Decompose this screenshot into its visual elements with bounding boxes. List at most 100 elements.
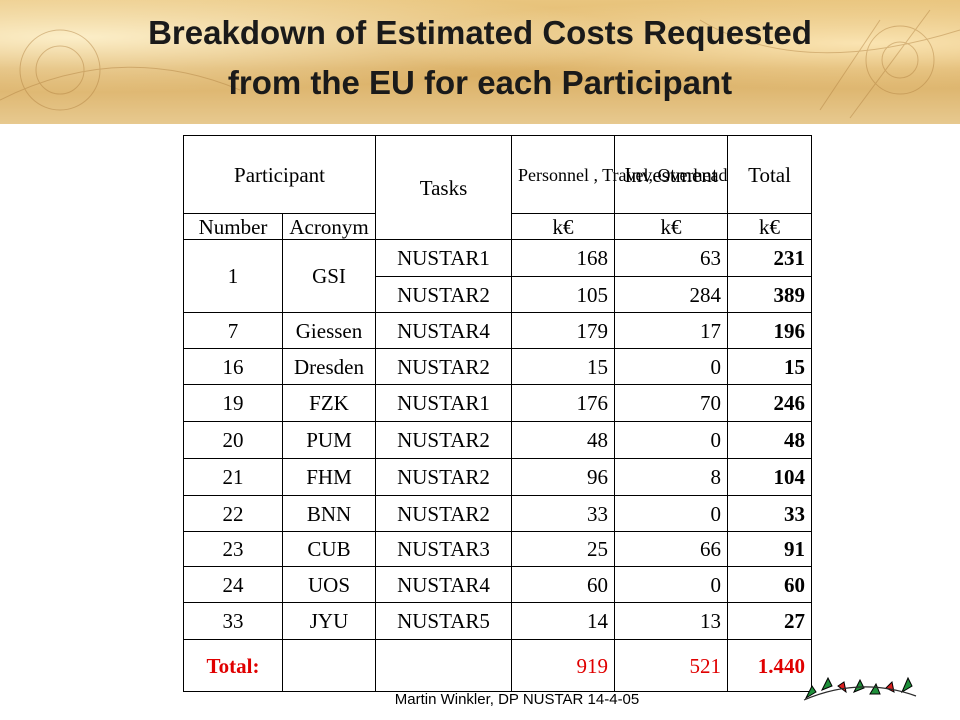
cost-table: Participant Tasks Personnel , Travel, Ov… [182, 135, 813, 692]
cell-total: 389 [727, 276, 813, 313]
cell-total: 33 [727, 495, 813, 532]
totals-empty-acronym [281, 639, 377, 692]
header-number: Number [183, 213, 283, 240]
cell-acronym: CUB [281, 531, 377, 567]
cell-number: 33 [183, 602, 283, 640]
cell-total: 15 [727, 348, 813, 385]
cell-investment: 284 [614, 276, 729, 313]
table-row: 1 GSI NUSTAR1 168 63 231 [183, 239, 813, 313]
header-acronym: Acronym [281, 213, 377, 240]
cell-task: NUSTAR5 [375, 602, 513, 640]
banner-decoration-icon [0, 9, 960, 119]
table-row: 20 PUM NUSTAR2 48 0 48 [183, 421, 813, 459]
cell-investment: 13 [614, 602, 729, 640]
cell-task: NUSTAR4 [375, 566, 513, 603]
totals-personnel: 919 [511, 639, 616, 692]
table-row: 24 UOS NUSTAR4 60 0 60 [183, 566, 813, 603]
cell-personnel: 168 [511, 239, 616, 277]
header-investment: Investment [614, 135, 729, 214]
cell-number: 24 [183, 566, 283, 603]
cell-task: NUSTAR4 [375, 312, 513, 349]
cell-personnel: 179 [511, 312, 616, 349]
totals-row: Total: 919 521 1.440 [183, 639, 813, 692]
cell-investment: 66 [614, 531, 729, 567]
cell-acronym: PUM [281, 421, 377, 459]
cell-personnel: 14 [511, 602, 616, 640]
cell-investment: 0 [614, 421, 729, 459]
footer-credit: Martin Winkler, DP NUSTAR 14-4-05 [394, 691, 640, 708]
table-row: 33 JYU NUSTAR5 14 13 27 [183, 602, 813, 640]
cell-personnel: 48 [511, 421, 616, 459]
cell-total: 246 [727, 384, 813, 422]
cell-total: 48 [727, 421, 813, 459]
cell-number: 22 [183, 495, 283, 532]
table-row: 21 FHM NUSTAR2 96 8 104 [183, 458, 813, 496]
cell-total: 60 [727, 566, 813, 603]
title-line-1: Breakdown of Estimated Costs Requested [148, 14, 812, 51]
subheader-row: Number Acronym k€ k€ k€ [183, 213, 813, 240]
cell-acronym: JYU [281, 602, 377, 640]
title-banner: Breakdown of Estimated Costs Requested f… [0, 0, 960, 124]
cell-task: NUSTAR2 [375, 495, 513, 532]
unit-personnel: k€ [511, 213, 616, 240]
cell-investment: 70 [614, 384, 729, 422]
cell-total: 27 [727, 602, 813, 640]
cell-total: 196 [727, 312, 813, 349]
cell-acronym: FZK [281, 384, 377, 422]
cell-number: 21 [183, 458, 283, 496]
cell-number: 19 [183, 384, 283, 422]
cell-acronym: Dresden [281, 348, 377, 385]
cell-personnel: 105 [511, 276, 616, 313]
header-total: Total [727, 135, 813, 214]
cell-personnel: 25 [511, 531, 616, 567]
cell-number: 23 [183, 531, 283, 567]
table-row: 7 Giessen NUSTAR4 179 17 196 [183, 312, 813, 349]
cell-personnel: 15 [511, 348, 616, 385]
cell-investment: 0 [614, 495, 729, 532]
cell-investment: 63 [614, 239, 729, 277]
cell-investment: 8 [614, 458, 729, 496]
cell-total: 91 [727, 531, 813, 567]
cell-investment: 0 [614, 566, 729, 603]
header-personnel: Personnel , Travel, Overhead [511, 135, 727, 214]
cell-task: NUSTAR2 [375, 276, 513, 313]
cell-task: NUSTAR2 [375, 348, 513, 385]
cell-personnel: 96 [511, 458, 616, 496]
cell-acronym: GSI [281, 239, 377, 313]
totals-investment: 521 [614, 639, 729, 692]
cell-total: 231 [727, 239, 813, 277]
cell-task: NUSTAR2 [375, 421, 513, 459]
cell-number: 7 [183, 312, 283, 349]
cell-acronym: BNN [281, 495, 377, 532]
table-row: 16 Dresden NUSTAR2 15 0 15 [183, 348, 813, 385]
table-row: NUSTAR2 105 284 389 [184, 276, 813, 313]
page-title: Breakdown of Estimated Costs Requested f… [0, 8, 960, 108]
unit-investment: k€ [614, 213, 729, 240]
title-line-2: from the EU for each Participant [227, 64, 733, 101]
cell-personnel: 60 [511, 566, 616, 603]
cell-number: 20 [183, 421, 283, 459]
cell-acronym: UOS [281, 566, 377, 603]
table-row: 19 FZK NUSTAR1 176 70 246 [183, 384, 813, 422]
cell-task: NUSTAR1 [375, 239, 513, 277]
table-row: 22 BNN NUSTAR2 33 0 33 [183, 495, 813, 532]
cell-personnel: 176 [511, 384, 616, 422]
header-row: Participant Tasks Personnel , Travel, Ov… [182, 135, 813, 240]
cell-investment: 17 [614, 312, 729, 349]
cell-task: NUSTAR1 [375, 384, 513, 422]
cell-total: 104 [727, 458, 813, 496]
cell-task: NUSTAR3 [375, 531, 513, 567]
cell-personnel: 33 [511, 495, 616, 532]
nustar-logo-icon [803, 676, 917, 701]
cell-task: NUSTAR2 [375, 458, 513, 496]
totals-label: Total: [183, 639, 283, 692]
header-participant: Participant [182, 135, 377, 214]
unit-total: k€ [727, 213, 813, 240]
totals-empty-task [375, 639, 513, 692]
cell-acronym: FHM [281, 458, 377, 496]
cell-investment: 0 [614, 348, 729, 385]
header-tasks: Tasks [375, 135, 513, 240]
cell-acronym: Giessen [281, 312, 377, 349]
table-row: 23 CUB NUSTAR3 25 66 91 [183, 531, 813, 567]
cell-number: 1 [183, 239, 283, 313]
